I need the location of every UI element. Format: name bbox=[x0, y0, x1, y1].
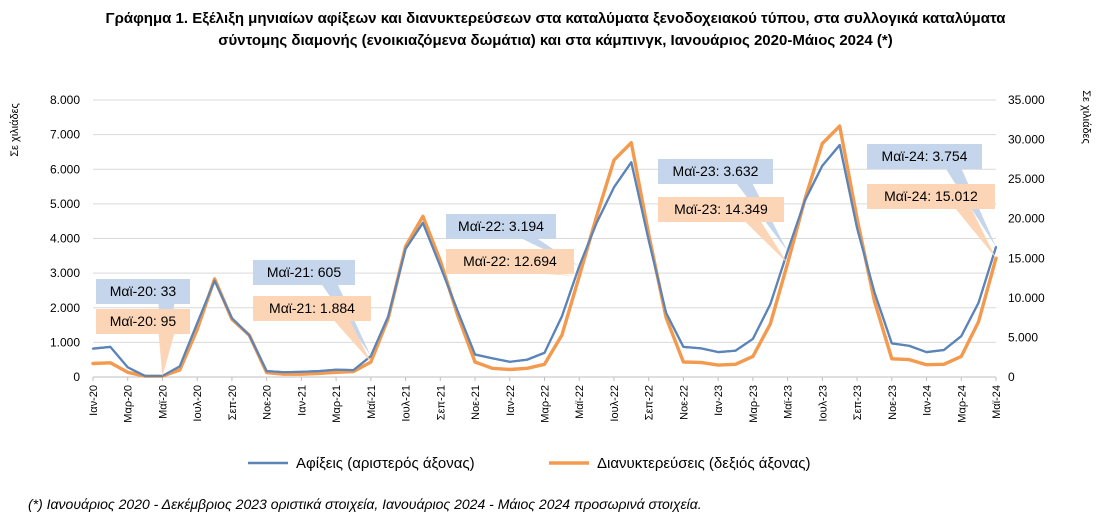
data-label: Μαϊ-22: 3.194 bbox=[458, 218, 544, 234]
y-left-tick-label: 4.000 bbox=[50, 232, 80, 246]
y-right-tick-label: 15.000 bbox=[1008, 251, 1045, 265]
callout-box bbox=[96, 279, 190, 304]
callout-box bbox=[658, 159, 773, 184]
x-tick-label: Μαϊ-24 bbox=[991, 385, 1003, 419]
y-left-tick-label: 0 bbox=[73, 370, 80, 384]
y-left-tick-label: 8.000 bbox=[50, 93, 80, 107]
callout-box bbox=[446, 214, 556, 239]
x-tick-label: Μαρ-24 bbox=[956, 385, 968, 423]
line-chart: 0 1.000 2.000 3.000 4.000 5.000 6.000 7.000 8.00… bbox=[9, 90, 1092, 472]
x-tick-label: Μαρ-21 bbox=[331, 385, 343, 423]
x-tick-label: Μαϊ-22 bbox=[574, 385, 586, 419]
callout-pointer bbox=[744, 221, 788, 264]
x-tick-label: Σεπ-22 bbox=[644, 385, 656, 420]
data-label: Μαϊ-21: 605 bbox=[267, 264, 341, 280]
x-tick-label: Ιουλ-21 bbox=[401, 385, 413, 422]
y-right-tick-label: 10.000 bbox=[1008, 291, 1045, 305]
x-tick-label: Μαρ-22 bbox=[540, 385, 552, 423]
data-label: Μαϊ-22: 12.694 bbox=[463, 253, 557, 269]
y-right-tick-label: 35.000 bbox=[1008, 93, 1045, 107]
y-right-tick-label: 30.000 bbox=[1008, 133, 1045, 147]
data-label: Μαϊ-23: 14.349 bbox=[674, 201, 768, 217]
x-tick-label: Ιαν-20 bbox=[88, 385, 100, 416]
x-tick-label: Σεπ-20 bbox=[227, 385, 239, 420]
callout-box bbox=[867, 184, 995, 209]
x-tick-label: Νοε-21 bbox=[470, 385, 482, 420]
x-tick-label: Ιαν-21 bbox=[296, 385, 308, 416]
x-tick-label: Μαϊ-23 bbox=[783, 385, 795, 419]
x-tick-label: Ιουλ-20 bbox=[192, 385, 204, 422]
callout-pointer bbox=[955, 208, 996, 259]
callout-box bbox=[867, 144, 982, 169]
data-label: Μαϊ-23: 3.632 bbox=[673, 163, 759, 179]
callout-pointer bbox=[333, 320, 371, 363]
chart-title-line-1: Γράφημα 1. Εξέλιξη μηνιαίων αφίξεων και … bbox=[105, 10, 1006, 27]
legend-label-arrivals: Αφίξεις (αριστερός άξονας) bbox=[296, 455, 475, 472]
data-label: Μαϊ-24: 15.012 bbox=[884, 188, 978, 204]
x-tick-label: Ιαν-24 bbox=[922, 385, 934, 416]
data-label: Μαϊ-24: 3.754 bbox=[882, 148, 968, 164]
x-tick-label: Νοε-20 bbox=[262, 385, 274, 420]
y-left-tick-label: 5.000 bbox=[50, 197, 80, 211]
data-label: Μαϊ-21: 1.884 bbox=[269, 300, 355, 316]
y-left-axis-title: Σε χιλιάδες bbox=[9, 103, 21, 157]
x-tick-label: Μαρ-23 bbox=[748, 385, 760, 423]
callout-pointer bbox=[158, 333, 175, 377]
y-left-tick-label: 1.000 bbox=[50, 335, 80, 349]
x-tick-label: Σεπ-21 bbox=[435, 385, 447, 420]
callout-box bbox=[446, 249, 574, 274]
callout-pointer bbox=[945, 168, 996, 248]
y-left-tick-label: 7.000 bbox=[50, 128, 80, 142]
x-tick-label: Νοε-23 bbox=[887, 385, 899, 420]
callout-box bbox=[253, 296, 371, 321]
y-right-tick-label: 5.000 bbox=[1008, 330, 1038, 344]
y-right-tick-label: 20.000 bbox=[1008, 212, 1045, 226]
y-right-tick-label: 0 bbox=[1008, 370, 1015, 384]
data-label: Μαϊ-20: 95 bbox=[110, 313, 177, 329]
callout-box bbox=[253, 260, 355, 285]
y-right-axis-title: Σε χιλιάδες bbox=[1080, 90, 1092, 144]
callout-box bbox=[658, 197, 784, 222]
callout-box bbox=[96, 309, 190, 334]
y-left-tick-label: 6.000 bbox=[50, 162, 80, 176]
x-tick-label: Νοε-22 bbox=[678, 385, 690, 420]
data-label: Μαϊ-20: 33 bbox=[110, 283, 177, 299]
chart-title: Γράφημα 1. Εξέλιξη μηνιαίων αφίξεων και … bbox=[0, 8, 1111, 52]
y-left-tick-label: 3.000 bbox=[50, 266, 80, 280]
y-right-tick-label: 25.000 bbox=[1008, 172, 1045, 186]
x-tick-label: Σεπ-23 bbox=[852, 385, 864, 420]
legend-label-overnight-stays: Διανυκτερεύσεις (δεξιός άξονας) bbox=[597, 455, 810, 472]
callout-pointer bbox=[534, 273, 580, 277]
x-tick-label: Ιαν-23 bbox=[713, 385, 725, 416]
chart-title-line-2: σύντομης διαμονής (ενοικιαζόμενα δωμάτια… bbox=[218, 32, 893, 49]
series-line-arrivals-overlay bbox=[92, 143, 998, 378]
x-tick-label: Μαϊ-21 bbox=[366, 385, 378, 419]
x-tick-label: Ιαν-22 bbox=[505, 385, 517, 416]
footnote: (*) Ιανουάριος 2020 - Δεκέμβριος 2023 ορ… bbox=[28, 496, 702, 512]
x-tick-label: Μαρ-20 bbox=[123, 385, 135, 423]
y-left-tick-label: 2.000 bbox=[50, 301, 80, 315]
x-tick-label: Ιουλ-22 bbox=[609, 385, 621, 422]
x-tick-label: Ιουλ-23 bbox=[817, 385, 829, 422]
x-tick-label: Μαϊ-20 bbox=[157, 385, 169, 419]
